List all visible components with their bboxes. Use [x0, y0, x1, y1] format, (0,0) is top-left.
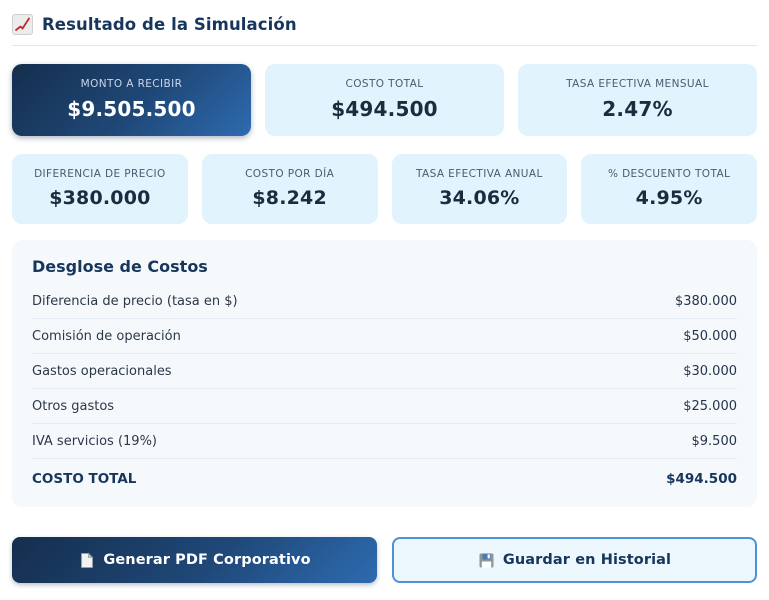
row-label: IVA servicios (19%): [32, 434, 157, 449]
metric-label: COSTO TOTAL: [345, 78, 424, 90]
metric-label: COSTO POR DÍA: [245, 168, 335, 180]
floppy-disk-icon: [478, 552, 495, 569]
metric-card-tasa-efectiva-anual: TASA EFECTIVA ANUAL 34.06%: [391, 154, 568, 224]
page-header: Resultado de la Simulación: [12, 10, 757, 45]
generate-pdf-button[interactable]: Generar PDF Corporativo: [12, 537, 377, 583]
row-value: $380.000: [674, 294, 737, 309]
metric-value: $9.505.500: [67, 97, 196, 121]
row-label: Gastos operacionales: [32, 364, 172, 379]
metric-value: 4.95%: [635, 187, 703, 209]
metric-card-costo-total: COSTO TOTAL $494.500: [265, 64, 504, 136]
metric-label: TASA EFECTIVA MENSUAL: [566, 78, 709, 90]
metric-card-descuento-total: % DESCUENTO TOTAL 4.95%: [581, 154, 757, 224]
metric-card-monto-a-recibir: MONTO A RECIBIR $9.505.500: [12, 64, 251, 136]
table-row-total: COSTO TOTAL $494.500: [32, 459, 737, 493]
table-row: Diferencia de precio (tasa en $) $380.00…: [32, 284, 737, 319]
simulation-result-page: Resultado de la Simulación MONTO A RECIB…: [12, 10, 757, 583]
metric-card-tasa-efectiva-mensual: TASA EFECTIVA MENSUAL 2.47%: [518, 64, 757, 136]
metric-value: $8.242: [252, 187, 327, 209]
document-page-icon: [78, 552, 95, 569]
total-label: COSTO TOTAL: [32, 471, 137, 487]
cost-breakdown-panel: Desglose de Costos Diferencia de precio …: [12, 240, 757, 507]
generate-pdf-label: Generar PDF Corporativo: [103, 552, 311, 568]
action-buttons-row: Generar PDF Corporativo Guardar en Histo…: [12, 537, 757, 583]
row-value: $50.000: [683, 329, 737, 344]
metric-card-costo-por-dia: COSTO POR DÍA $8.242: [201, 154, 378, 224]
table-row: IVA servicios (19%) $9.500: [32, 424, 737, 459]
primary-metrics-row: MONTO A RECIBIR $9.505.500 COSTO TOTAL $…: [12, 64, 757, 136]
metric-value: 2.47%: [602, 97, 673, 121]
table-row: Otros gastos $25.000: [32, 389, 737, 424]
header-divider: [12, 45, 757, 46]
save-history-label: Guardar en Historial: [502, 552, 672, 568]
page-title: Resultado de la Simulación: [42, 15, 297, 34]
metric-label: DIFERENCIA DE PRECIO: [34, 168, 166, 180]
secondary-metrics-row: DIFERENCIA DE PRECIO $380.000 COSTO POR …: [12, 154, 757, 224]
table-row: Comisión de operación $50.000: [32, 319, 737, 354]
save-history-button[interactable]: Guardar en Historial: [392, 537, 757, 583]
metric-card-diferencia-de-precio: DIFERENCIA DE PRECIO $380.000: [12, 154, 188, 224]
metric-value: $494.500: [331, 97, 438, 121]
metric-value: $380.000: [49, 187, 151, 209]
row-value: $25.000: [683, 399, 737, 414]
row-label: Comisión de operación: [32, 329, 181, 344]
table-row: Gastos operacionales $30.000: [32, 354, 737, 389]
row-value: $30.000: [683, 364, 737, 379]
row-label: Otros gastos: [32, 399, 115, 414]
metric-label: TASA EFECTIVA ANUAL: [416, 168, 543, 180]
breakdown-title: Desglose de Costos: [32, 257, 208, 276]
metric-label: % DESCUENTO TOTAL: [607, 168, 731, 180]
chart-increasing-icon: [12, 14, 33, 35]
row-label: Diferencia de precio (tasa en $): [32, 294, 238, 309]
metric-value: 34.06%: [439, 187, 520, 209]
metric-label: MONTO A RECIBIR: [80, 78, 183, 90]
total-value: $494.500: [666, 471, 737, 487]
row-value: $9.500: [691, 434, 738, 449]
